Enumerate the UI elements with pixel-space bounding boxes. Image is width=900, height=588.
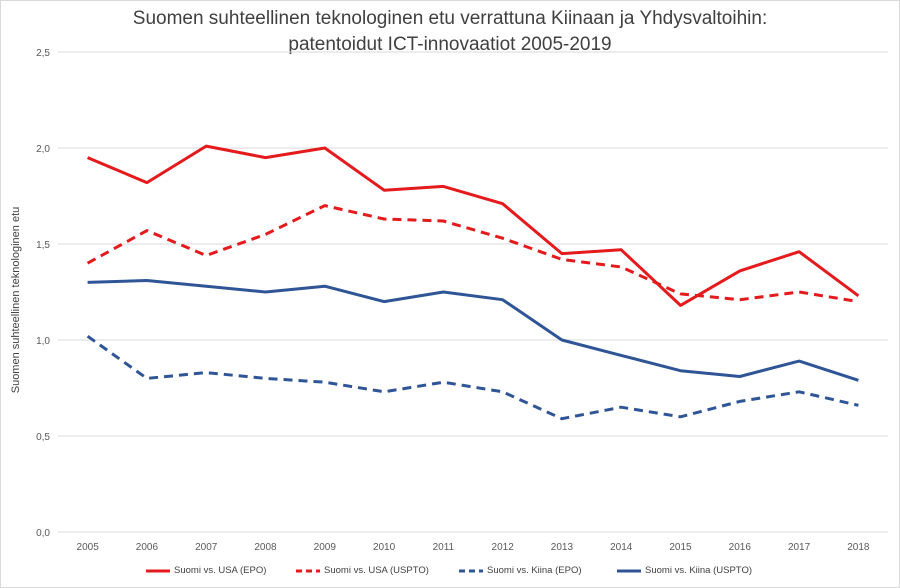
series-line-1 <box>87 144 860 307</box>
x-tick-label: 2011 <box>433 542 455 553</box>
x-tick-label: 2007 <box>195 542 218 553</box>
x-tick-label: 2016 <box>729 542 752 553</box>
x-tick-label: 2008 <box>254 542 277 553</box>
x-tick-label: 2015 <box>669 542 692 553</box>
x-tick-label: 2013 <box>551 542 574 553</box>
x-tick-label: 2010 <box>373 542 396 553</box>
legend-label: Suomi vs. Kiina (EPO) <box>487 565 582 576</box>
legend-swatch <box>296 569 320 573</box>
legend-label: Suomi vs. USA (USPTO) <box>324 565 429 576</box>
x-tick-label: 2009 <box>314 542 337 553</box>
chart-title-line2: patentoidut ICT-innovaatiot 2005-2019 <box>288 34 612 55</box>
legend-swatch <box>146 569 170 573</box>
legend-label: Suomi vs. USA (EPO) <box>174 565 267 576</box>
x-tick-label: 2014 <box>610 542 633 553</box>
chart-title: Suomen suhteellinen teknologinen etu ver… <box>0 6 900 58</box>
x-tick-label: 2018 <box>847 542 870 553</box>
legend-label: Suomi vs. Kiina (USPTO) <box>645 565 752 576</box>
y-tick-label: 2,0 <box>36 144 50 155</box>
x-tick-label: 2006 <box>136 542 159 553</box>
y-tick-label: 0,5 <box>36 432 50 443</box>
legend: Suomi vs. USA (EPO) Suomi vs. USA (USPTO)… <box>0 563 900 579</box>
x-tick-label: 2012 <box>492 542 515 553</box>
legend-swatch <box>459 569 483 573</box>
x-tick-label: 2005 <box>77 542 100 553</box>
y-tick-label: 2,5 <box>36 48 50 59</box>
series-line-3 <box>86 334 859 421</box>
y-tick-label: 0,0 <box>36 528 50 539</box>
y-tick-label: 1,0 <box>36 336 50 347</box>
x-tick-label: 2017 <box>788 542 811 553</box>
y-tick-label: 1,5 <box>36 240 50 251</box>
legend-swatch <box>617 569 641 573</box>
chart-title-line1: Suomen suhteellinen teknologinen etu ver… <box>132 8 768 29</box>
series-line-4 <box>87 279 859 382</box>
series-line-2 <box>86 204 859 304</box>
